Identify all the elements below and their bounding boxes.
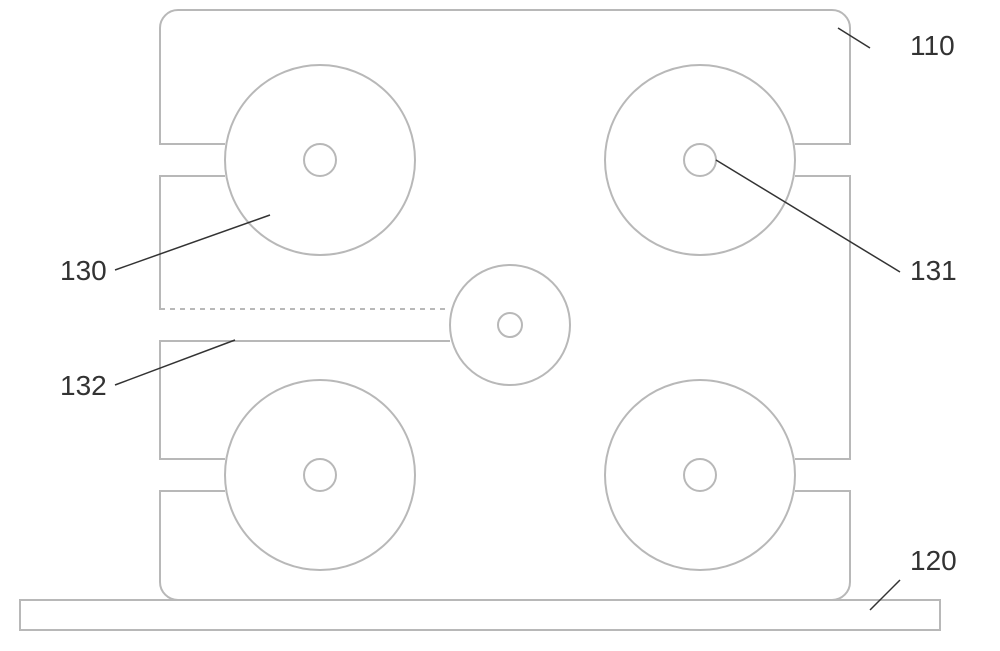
callout-130: 130 [60, 215, 270, 286]
slot [795, 144, 850, 176]
base-plate [20, 600, 940, 630]
callout-132: 132 [60, 340, 235, 401]
disc-top-left [225, 65, 415, 255]
callout-label-131: 131 [910, 255, 957, 286]
slot [795, 459, 850, 491]
disc-top-right [605, 65, 795, 255]
slot [160, 459, 225, 491]
disc-bot-left [225, 380, 415, 570]
slot [160, 309, 450, 341]
callout-label-120: 120 [910, 545, 957, 576]
disc-bot-right [605, 380, 795, 570]
disc-center [450, 265, 570, 385]
callout-110: 110 [838, 28, 955, 61]
callout-label-130: 130 [60, 255, 107, 286]
callout-label-132: 132 [60, 370, 107, 401]
slot [160, 144, 225, 176]
callout-label-110: 110 [910, 30, 955, 61]
